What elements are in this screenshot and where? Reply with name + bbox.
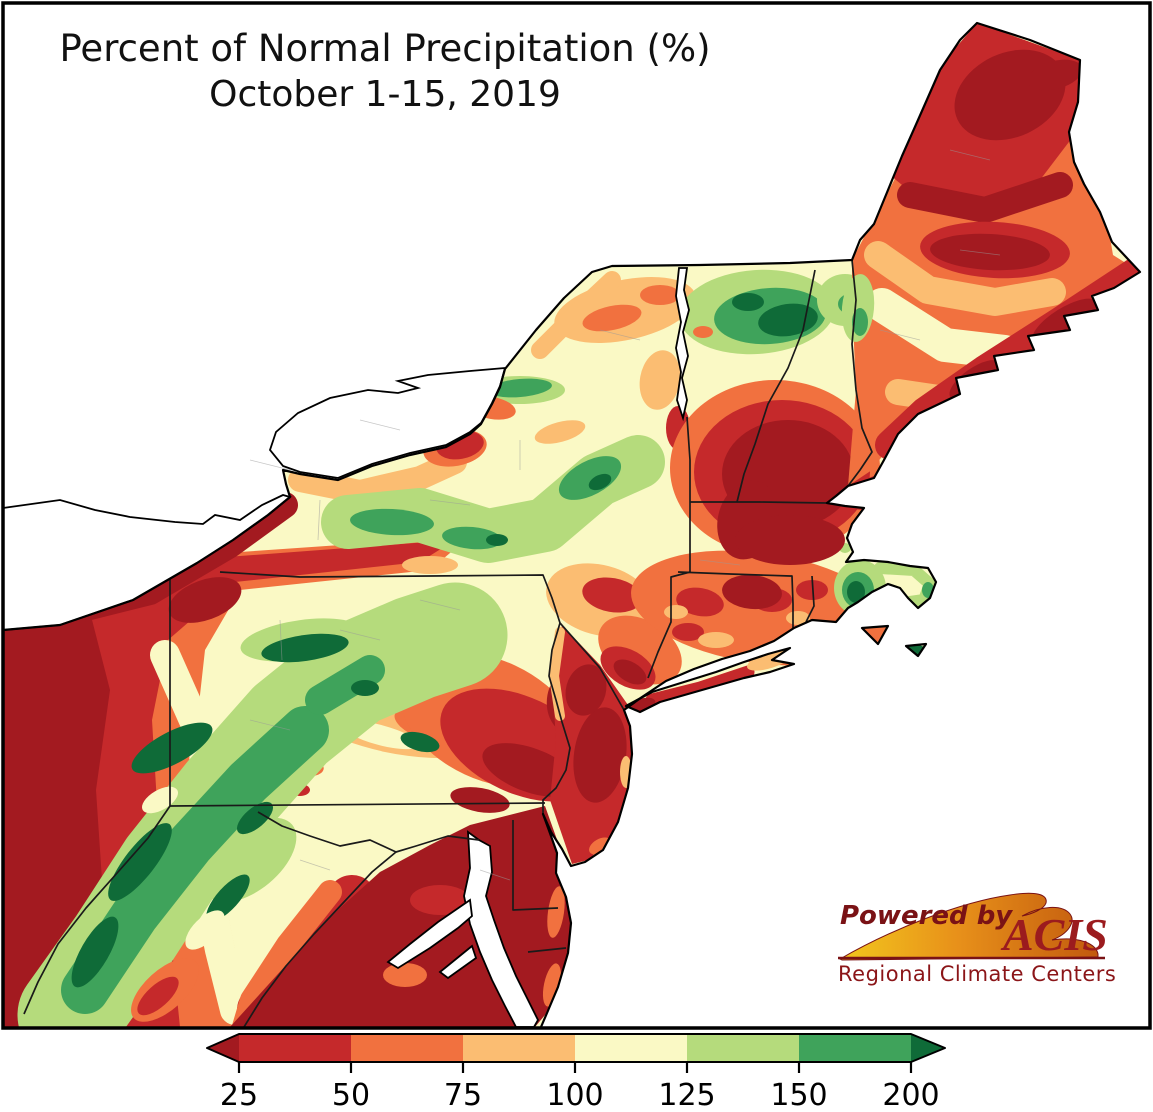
colorbar-tick-100: 100 [546, 1078, 604, 1112]
nantucket-outline [904, 642, 928, 658]
map-frame [1, 1, 1152, 1030]
precipitation-map: Powered by ACIS Regional Climate Centers [0, 0, 1153, 1030]
colorbar-legend [206, 1033, 946, 1073]
map-title: Percent of Normal Precipitation (%) Octo… [30, 26, 740, 117]
colorbar-arrow-left [207, 1034, 239, 1062]
marthas-vineyard-outline [860, 624, 890, 646]
colorbar-tick-125: 125 [658, 1078, 716, 1112]
colorbar-ticks [237, 1062, 913, 1073]
acis-swoosh [838, 892, 1099, 961]
region-new-york [288, 271, 696, 574]
long-island-outline [624, 646, 796, 714]
colorbar-segments [206, 1033, 946, 1063]
logo-powered-by: Powered by [840, 901, 1013, 931]
water-bodies [2, 267, 690, 1028]
logo-brand: ACIS [1000, 909, 1108, 960]
title-line-2: October 1-15, 2019 [209, 74, 561, 116]
colorbar-tick-150: 150 [770, 1078, 828, 1112]
colorbar-seg-25-50 [239, 1034, 351, 1062]
colorbar-seg-50-75 [351, 1034, 463, 1062]
colorbar-tick-200: 200 [882, 1078, 940, 1112]
title-line-1: Percent of Normal Precipitation (%) [59, 27, 711, 70]
colorbar-tick-75: 75 [443, 1078, 483, 1112]
lake-champlain [675, 267, 690, 422]
chesapeake-bay [386, 830, 540, 1028]
region-appalachian-green-band [17, 582, 508, 1027]
colorbar-seg-75-100 [463, 1034, 575, 1062]
region-vermont-new-hampshire [670, 269, 880, 565]
colorbar-tick-50: 50 [331, 1078, 371, 1112]
colorbar-tick-25: 25 [219, 1078, 259, 1112]
acis-logo: Powered by ACIS Regional Climate Centers [838, 892, 1116, 986]
colorbar-seg-150-200 [799, 1034, 911, 1062]
logo-subtitle: Regional Climate Centers [838, 962, 1116, 986]
region-new-jersey [549, 625, 632, 864]
colorbar-seg-125-150 [687, 1034, 799, 1062]
county-lines [249, 149, 1001, 881]
coastline-outline [2, 21, 1142, 1028]
colorbar-seg-100-125 [575, 1034, 687, 1062]
colorbar-arrow-right [911, 1034, 945, 1062]
lake-ontario [268, 366, 507, 479]
state-borders [23, 259, 873, 1028]
